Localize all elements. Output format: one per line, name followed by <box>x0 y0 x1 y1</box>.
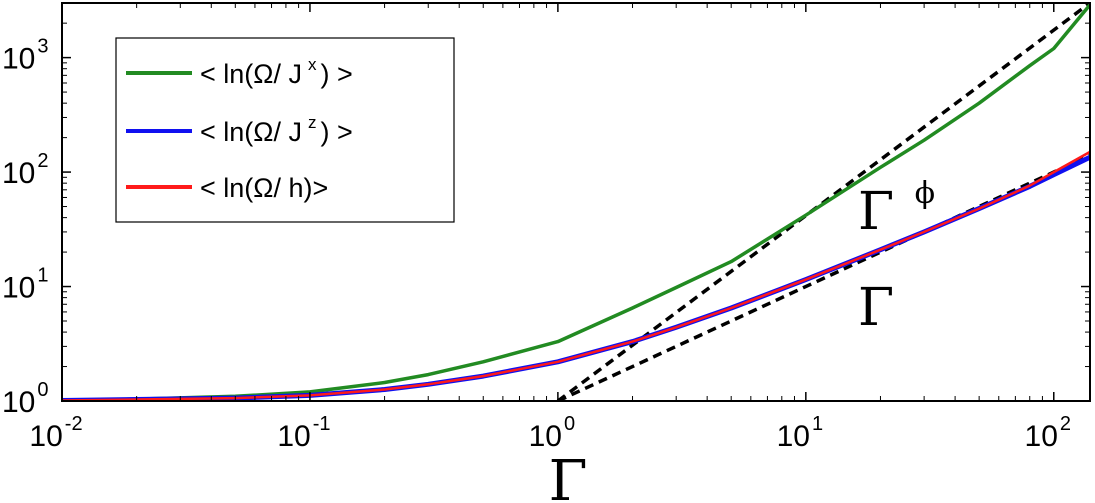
y-tick-label-base: 10 <box>2 43 35 76</box>
ref-line-label-gamma: Γ <box>858 278 894 338</box>
legend-label-jz-text: < ln(Ω/ J <box>200 117 302 147</box>
x-tick-label: 10 -1 <box>277 413 330 453</box>
legend-label-jx-end: ) > <box>320 59 352 89</box>
x-tick-label-exp: -2 <box>65 413 83 435</box>
legend-label-jx-text: < ln(Ω/ J <box>200 59 302 89</box>
tick-labels: 10 -2 10 -1 10 0 10 1 10 210 010 110 210 3 <box>2 36 1071 453</box>
x-tick-label-exp: 1 <box>812 413 823 435</box>
y-tick-label-base: 10 <box>2 272 35 305</box>
legend-label-jz: < ln(Ω/ J z) > <box>200 113 353 147</box>
y-tick-label-exp: 1 <box>37 265 48 287</box>
plot-lines <box>62 3 1090 401</box>
x-tick-label-base: 10 <box>777 420 810 453</box>
x-tick-label-exp: -1 <box>313 413 331 435</box>
x-tick-label-base: 10 <box>529 420 562 453</box>
x-tick-label-base: 10 <box>29 420 62 453</box>
y-tick-label: 10 1 <box>2 265 49 305</box>
y-tick-label-base: 10 <box>2 386 35 419</box>
y-tick-label-exp: 3 <box>37 36 48 58</box>
legend-label-jz-end: ) > <box>320 117 352 147</box>
reference-line-1 <box>557 153 1090 401</box>
x-tick-label-exp: 0 <box>564 413 575 435</box>
x-axis-title: Γ <box>549 449 588 503</box>
plot-frame <box>61 2 1091 402</box>
y-tick-label: 10 3 <box>2 36 49 76</box>
x-tick-label-base: 10 <box>277 420 310 453</box>
x-tick-label: 10 1 <box>777 413 824 453</box>
legend-label-h-text: < ln(Ω/ h)> <box>200 173 328 203</box>
y-tick-label-exp: 0 <box>37 379 48 401</box>
y-tick-label: 10 0 <box>2 379 49 419</box>
x-tick-label-base: 10 <box>1025 420 1058 453</box>
x-tick-label: 10 -2 <box>29 413 82 453</box>
series-line-0 <box>62 3 1090 401</box>
legend-label-jx-sup: x <box>308 55 317 74</box>
legend-label-jz-sup: z <box>308 113 317 132</box>
series-line-2 <box>62 150 1090 401</box>
ref-line-label-base: Γ <box>858 182 894 242</box>
x-tick-label: 10 2 <box>1025 413 1072 453</box>
axis-ticks <box>61 3 1090 402</box>
legend-label-h: < ln(Ω/ h)> <box>200 173 328 203</box>
y-tick-label: 10 2 <box>2 150 49 190</box>
y-tick-label-exp: 2 <box>37 150 48 172</box>
legend-label-jx: < ln(Ω/ J x) > <box>200 55 353 89</box>
y-tick-label-base: 10 <box>2 157 35 190</box>
x-tick-label: 10 0 <box>529 413 576 453</box>
ref-line-label-gamma-phi: Γ ϕ <box>858 176 935 242</box>
ref-line-label-sup: ϕ <box>915 176 935 211</box>
x-tick-label-exp: 2 <box>1060 413 1071 435</box>
